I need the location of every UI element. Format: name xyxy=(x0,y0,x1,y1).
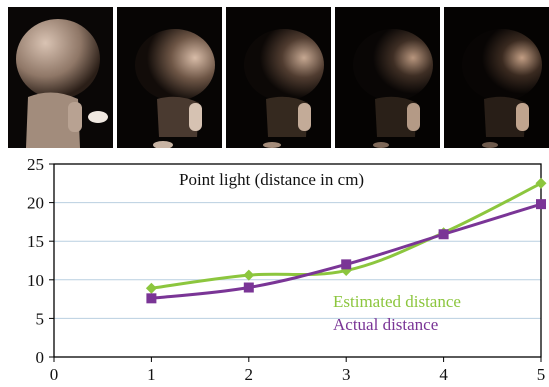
y-axis-ticks: 0 5 10 15 20 25 xyxy=(27,155,54,367)
toy-figure-icon xyxy=(444,7,549,148)
data-point xyxy=(243,269,255,281)
x-tick-label: 3 xyxy=(342,365,351,384)
x-tick-label: 1 xyxy=(147,365,156,384)
x-tick-label: 2 xyxy=(245,365,254,384)
photo-5 xyxy=(444,7,549,148)
plot-area xyxy=(53,163,542,358)
y-tick-label: 0 xyxy=(36,348,45,367)
distance-chart: 0 5 10 15 20 25 0 1 2 3 4 5 Point light (distance … xyxy=(27,155,547,384)
toy-figure-icon xyxy=(335,7,440,148)
x-axis-ticks: 0 1 2 3 4 5 xyxy=(50,357,546,384)
series-2 xyxy=(146,199,546,304)
y-tick-label: 10 xyxy=(27,271,44,290)
y-tick-label: 25 xyxy=(27,155,44,174)
data-point xyxy=(535,177,547,189)
x-tick-label: 0 xyxy=(50,365,59,384)
data-point xyxy=(146,293,157,304)
data-point xyxy=(438,229,449,240)
chart-title: Point light (distance in cm) xyxy=(179,170,364,189)
photo-3 xyxy=(226,7,331,148)
photo-2 xyxy=(117,7,222,148)
series-1 xyxy=(145,177,547,294)
legend-entry: Estimated distance xyxy=(333,292,461,311)
series-line xyxy=(151,202,542,300)
photo-4 xyxy=(335,7,440,148)
y-tick-label: 5 xyxy=(36,309,45,328)
data-point xyxy=(243,282,254,293)
y-tick-label: 15 xyxy=(27,232,44,251)
photo-strip xyxy=(8,7,549,148)
legend-entry: Actual distance xyxy=(333,315,438,334)
series-layer xyxy=(145,177,547,304)
photo-1 xyxy=(8,7,113,148)
grid-lines xyxy=(54,202,541,319)
data-point xyxy=(536,199,546,210)
toy-figure-icon xyxy=(8,7,113,148)
toy-figure-icon xyxy=(226,7,331,148)
y-tick-label: 20 xyxy=(27,194,44,213)
toy-figure-icon xyxy=(117,7,222,148)
data-point xyxy=(145,282,157,294)
legend: Estimated distance Actual distance xyxy=(333,292,461,334)
x-tick-label: 5 xyxy=(537,365,546,384)
x-tick-label: 4 xyxy=(439,365,448,384)
data-point xyxy=(341,259,352,270)
